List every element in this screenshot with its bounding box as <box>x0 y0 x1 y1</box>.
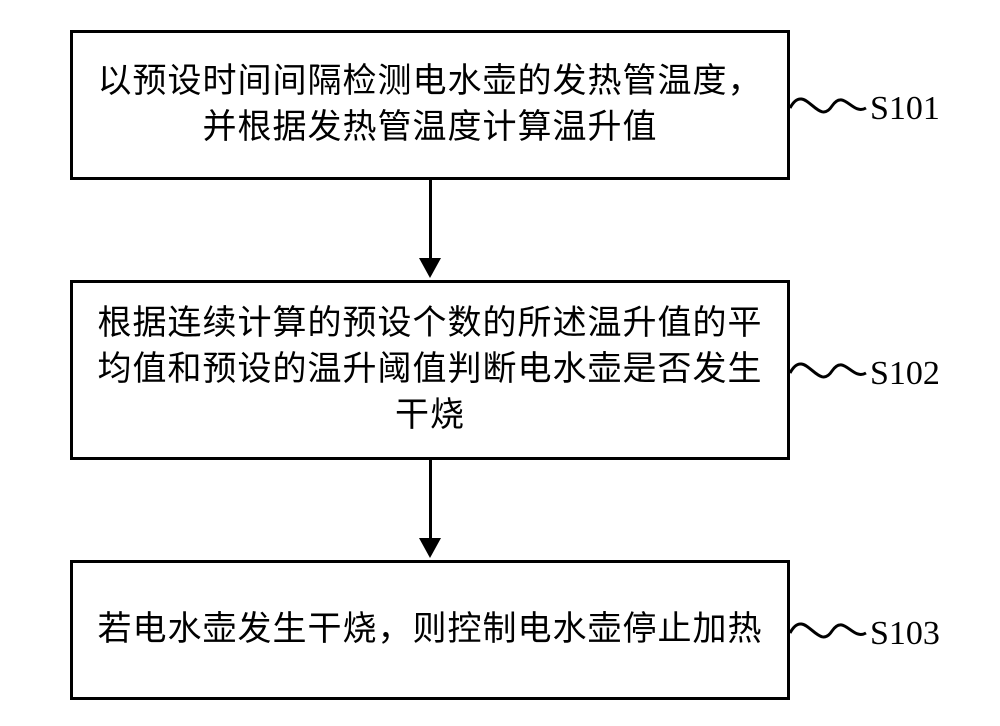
flowchart-canvas: 以预设时间间隔检测电水壶的发热管温度，并根据发热管温度计算温升值 根据连续计算的… <box>0 0 1000 726</box>
connector-1 <box>790 86 880 126</box>
flow-step-3: 若电水壶发生干烧，则控制电水壶停止加热 <box>70 560 790 700</box>
arrow-1-line <box>429 180 432 260</box>
flow-step-3-text: 若电水壶发生干烧，则控制电水壶停止加热 <box>98 607 763 653</box>
connector-2 <box>790 351 880 391</box>
connector-3 <box>790 611 880 651</box>
step-label-1: S101 <box>870 90 940 128</box>
flow-step-1-text: 以预设时间间隔检测电水壶的发热管温度，并根据发热管温度计算温升值 <box>91 59 769 151</box>
flow-step-2: 根据连续计算的预设个数的所述温升值的平均值和预设的温升阈值判断电水壶是否发生干烧 <box>70 280 790 460</box>
arrow-1-head <box>419 258 441 278</box>
step-label-2: S102 <box>870 355 940 393</box>
flow-step-1: 以预设时间间隔检测电水壶的发热管温度，并根据发热管温度计算温升值 <box>70 30 790 180</box>
step-label-3: S103 <box>870 615 940 653</box>
arrow-2-line <box>429 460 432 540</box>
flow-step-2-text: 根据连续计算的预设个数的所述温升值的平均值和预设的温升阈值判断电水壶是否发生干烧 <box>91 301 769 439</box>
arrow-2-head <box>419 538 441 558</box>
